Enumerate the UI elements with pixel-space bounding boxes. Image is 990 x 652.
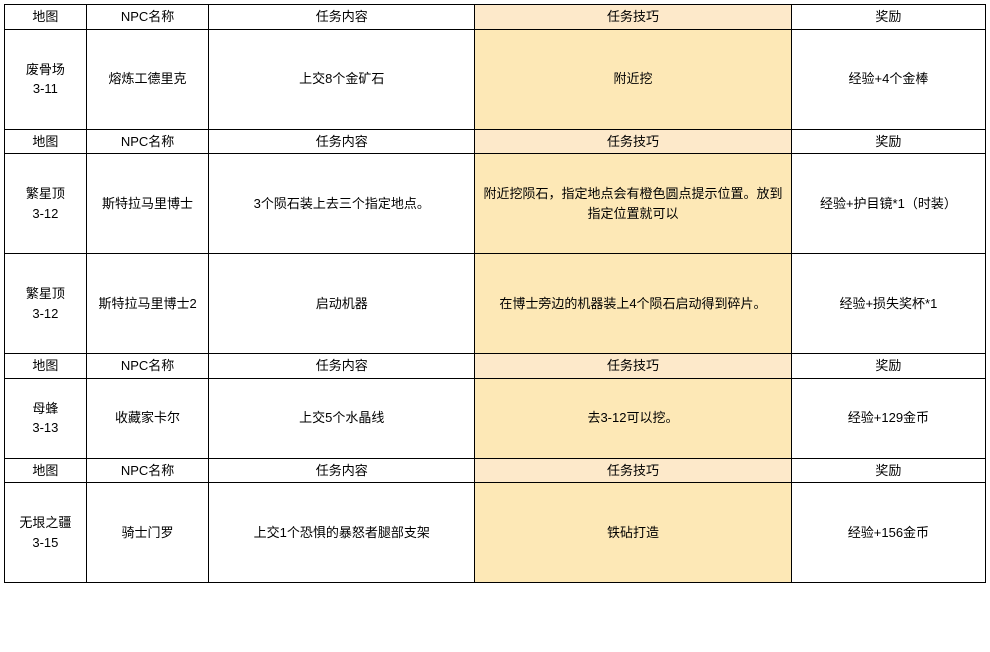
header-tips: 任务技巧: [475, 129, 792, 154]
table-row: 无垠之疆 3-15骑士门罗上交1个恐惧的暴怒者腿部支架铁砧打造经验+156金币: [5, 483, 986, 583]
table-header-row: 地图NPC名称任务内容任务技巧奖励: [5, 458, 986, 483]
header-reward: 奖励: [791, 458, 985, 483]
cell-tips: 去3-12可以挖。: [475, 378, 792, 458]
cell-tips: 铁砧打造: [475, 483, 792, 583]
cell-map: 无垠之疆 3-15: [5, 483, 87, 583]
header-map: 地图: [5, 5, 87, 30]
header-reward: 奖励: [791, 354, 985, 379]
header-map: 地图: [5, 458, 87, 483]
cell-map: 繁星顶 3-12: [5, 154, 87, 254]
table-row: 繁星顶 3-12斯特拉马里博士3个陨石装上去三个指定地点。附近挖陨石，指定地点会…: [5, 154, 986, 254]
header-npc: NPC名称: [86, 354, 209, 379]
table-row: 废骨场 3-11熔炼工德里克上交8个金矿石附近挖经验+4个金棒: [5, 29, 986, 129]
header-map: 地图: [5, 129, 87, 154]
table-header-row: 地图NPC名称任务内容任务技巧奖励: [5, 129, 986, 154]
header-map: 地图: [5, 354, 87, 379]
cell-task: 上交5个水晶线: [209, 378, 475, 458]
quest-table: 地图NPC名称任务内容任务技巧奖励废骨场 3-11熔炼工德里克上交8个金矿石附近…: [4, 4, 986, 583]
cell-reward: 经验+4个金棒: [791, 29, 985, 129]
header-task: 任务内容: [209, 5, 475, 30]
cell-npc: 骑士门罗: [86, 483, 209, 583]
cell-npc: 收藏家卡尔: [86, 378, 209, 458]
cell-tips: 附近挖: [475, 29, 792, 129]
header-tips: 任务技巧: [475, 5, 792, 30]
cell-task: 启动机器: [209, 254, 475, 354]
cell-reward: 经验+156金币: [791, 483, 985, 583]
header-reward: 奖励: [791, 5, 985, 30]
cell-map: 繁星顶 3-12: [5, 254, 87, 354]
header-task: 任务内容: [209, 129, 475, 154]
cell-tips: 在博士旁边的机器装上4个陨石启动得到碎片。: [475, 254, 792, 354]
header-tips: 任务技巧: [475, 458, 792, 483]
cell-tips: 附近挖陨石，指定地点会有橙色圆点提示位置。放到指定位置就可以: [475, 154, 792, 254]
table-row: 母蜂 3-13收藏家卡尔上交5个水晶线去3-12可以挖。经验+129金币: [5, 378, 986, 458]
header-tips: 任务技巧: [475, 354, 792, 379]
cell-task: 3个陨石装上去三个指定地点。: [209, 154, 475, 254]
cell-map: 废骨场 3-11: [5, 29, 87, 129]
header-npc: NPC名称: [86, 458, 209, 483]
header-reward: 奖励: [791, 129, 985, 154]
header-task: 任务内容: [209, 458, 475, 483]
cell-npc: 斯特拉马里博士: [86, 154, 209, 254]
cell-reward: 经验+护目镜*1（时装）: [791, 154, 985, 254]
header-npc: NPC名称: [86, 129, 209, 154]
cell-reward: 经验+损失奖杯*1: [791, 254, 985, 354]
table-header-row: 地图NPC名称任务内容任务技巧奖励: [5, 5, 986, 30]
table-header-row: 地图NPC名称任务内容任务技巧奖励: [5, 354, 986, 379]
table-row: 繁星顶 3-12斯特拉马里博士2启动机器在博士旁边的机器装上4个陨石启动得到碎片…: [5, 254, 986, 354]
cell-map: 母蜂 3-13: [5, 378, 87, 458]
cell-npc: 斯特拉马里博士2: [86, 254, 209, 354]
cell-task: 上交1个恐惧的暴怒者腿部支架: [209, 483, 475, 583]
cell-npc: 熔炼工德里克: [86, 29, 209, 129]
header-npc: NPC名称: [86, 5, 209, 30]
cell-task: 上交8个金矿石: [209, 29, 475, 129]
cell-reward: 经验+129金币: [791, 378, 985, 458]
header-task: 任务内容: [209, 354, 475, 379]
